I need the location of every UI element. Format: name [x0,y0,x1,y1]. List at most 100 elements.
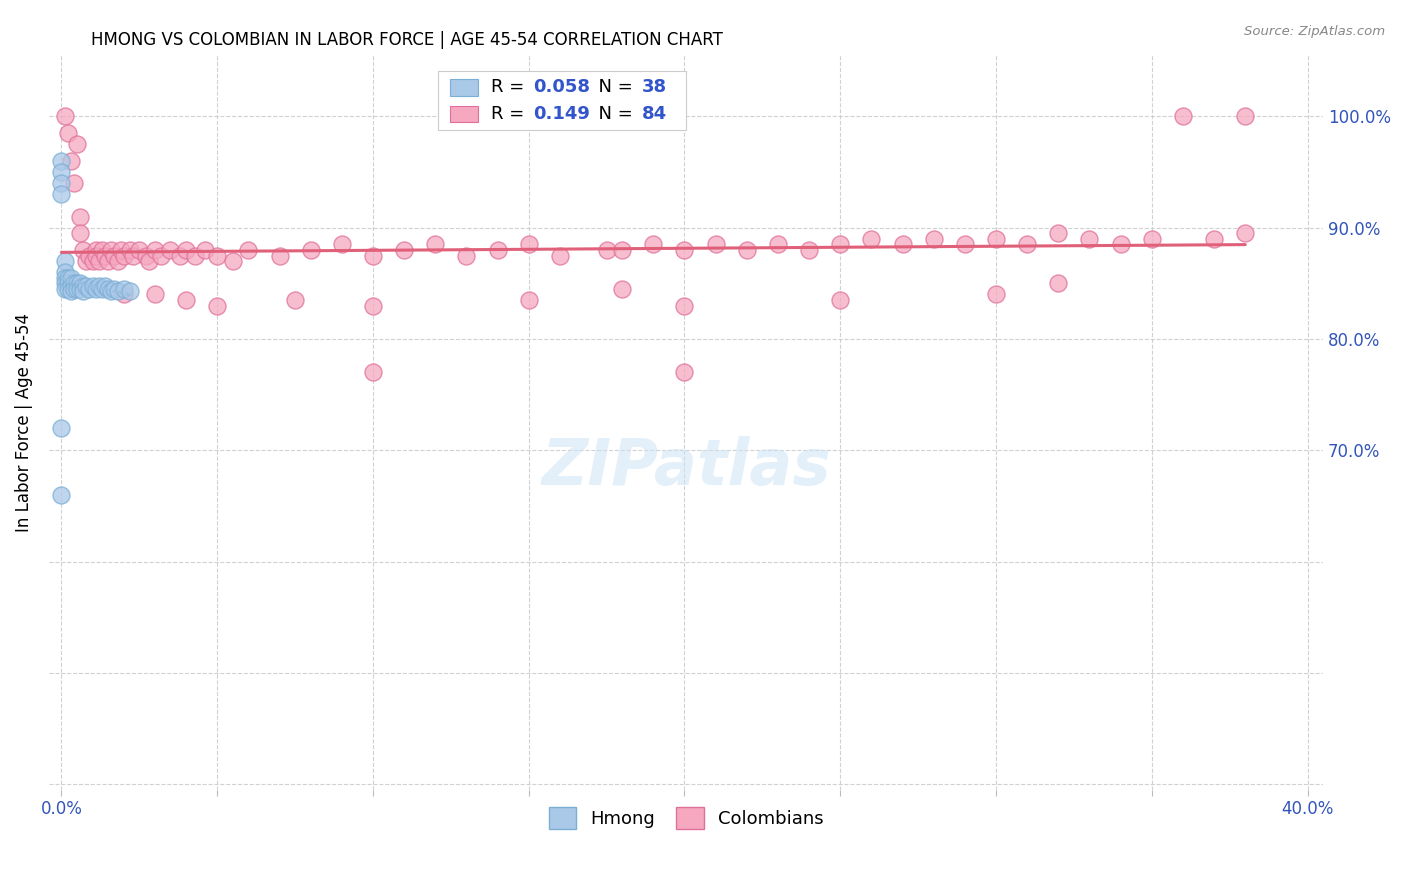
Point [69,277,91,291]
Point [159,243,181,257]
Point [184,248,207,262]
Point [612,282,634,296]
Text: HMONG VS COLOMBIAN IN LABOR FORCE | AGE 45-54 CORRELATION CHART: HMONG VS COLOMBIAN IN LABOR FORCE | AGE … [91,31,723,49]
Point [1047,277,1070,291]
Point [150,248,173,262]
Point [673,366,696,380]
Point [75,254,97,268]
Point [643,237,665,252]
FancyBboxPatch shape [437,71,686,130]
Point [1171,109,1194,123]
Point [673,299,696,313]
Point [51,153,73,168]
Point [673,243,696,257]
Point [63,282,86,296]
Point [612,243,634,257]
Point [75,278,97,293]
Text: N =: N = [586,78,638,96]
Point [1017,237,1039,252]
Point [830,237,852,252]
Point [766,237,789,252]
Point [56,277,79,291]
Point [51,176,73,190]
Point [82,254,104,268]
Point [100,284,122,298]
Point [110,243,132,257]
Point [51,488,73,502]
Point [143,287,166,301]
Point [1234,109,1257,123]
Point [194,243,217,257]
Point [94,278,117,293]
Text: 0.058: 0.058 [533,78,591,96]
Point [122,248,145,262]
Point [1047,227,1070,241]
Point [1204,232,1226,246]
Point [953,237,976,252]
Point [87,254,110,268]
Point [361,299,384,313]
Point [135,248,157,262]
Point [66,137,89,152]
Point [174,243,197,257]
Point [361,366,384,380]
Point [79,282,101,296]
Point [53,265,76,279]
Point [118,284,141,298]
Point [361,248,384,262]
Point [56,282,79,296]
Point [53,270,76,285]
Point [53,277,76,291]
Point [59,284,82,298]
Point [53,254,76,268]
Point [72,278,94,293]
Point [860,232,883,246]
Point [392,243,415,257]
Text: ZIPatlas: ZIPatlas [541,435,831,498]
Point [90,243,112,257]
Point [84,248,107,262]
Point [59,153,82,168]
Point [984,232,1007,246]
Point [1140,232,1163,246]
Point [112,282,135,296]
Text: 0.149: 0.149 [533,105,591,123]
Point [56,270,79,285]
Text: 38: 38 [641,78,666,96]
Point [704,237,727,252]
Point [922,232,945,246]
Point [299,243,322,257]
Point [1109,237,1132,252]
Point [63,176,86,190]
Point [53,109,76,123]
Point [51,187,73,202]
Y-axis label: In Labor Force | Age 45-54: In Labor Force | Age 45-54 [15,313,32,532]
Point [797,243,820,257]
Point [66,277,89,291]
Point [456,248,478,262]
Point [517,237,540,252]
Point [79,248,101,262]
Point [84,243,107,257]
Point [66,282,89,296]
Point [82,278,104,293]
Point [94,248,117,262]
Text: 84: 84 [641,105,666,123]
Text: N =: N = [586,105,638,123]
Point [103,248,125,262]
Point [830,293,852,307]
Text: Source: ZipAtlas.com: Source: ZipAtlas.com [1244,25,1385,38]
Point [97,282,120,296]
Point [59,270,82,285]
Point [69,227,91,241]
Point [112,287,135,301]
Point [174,293,197,307]
Point [284,293,307,307]
Point [72,284,94,298]
Point [548,248,571,262]
Text: R =: R = [491,78,530,96]
Point [205,299,228,313]
Point [51,421,73,435]
Legend: Hmong, Colombians: Hmong, Colombians [541,799,831,836]
Point [330,237,353,252]
